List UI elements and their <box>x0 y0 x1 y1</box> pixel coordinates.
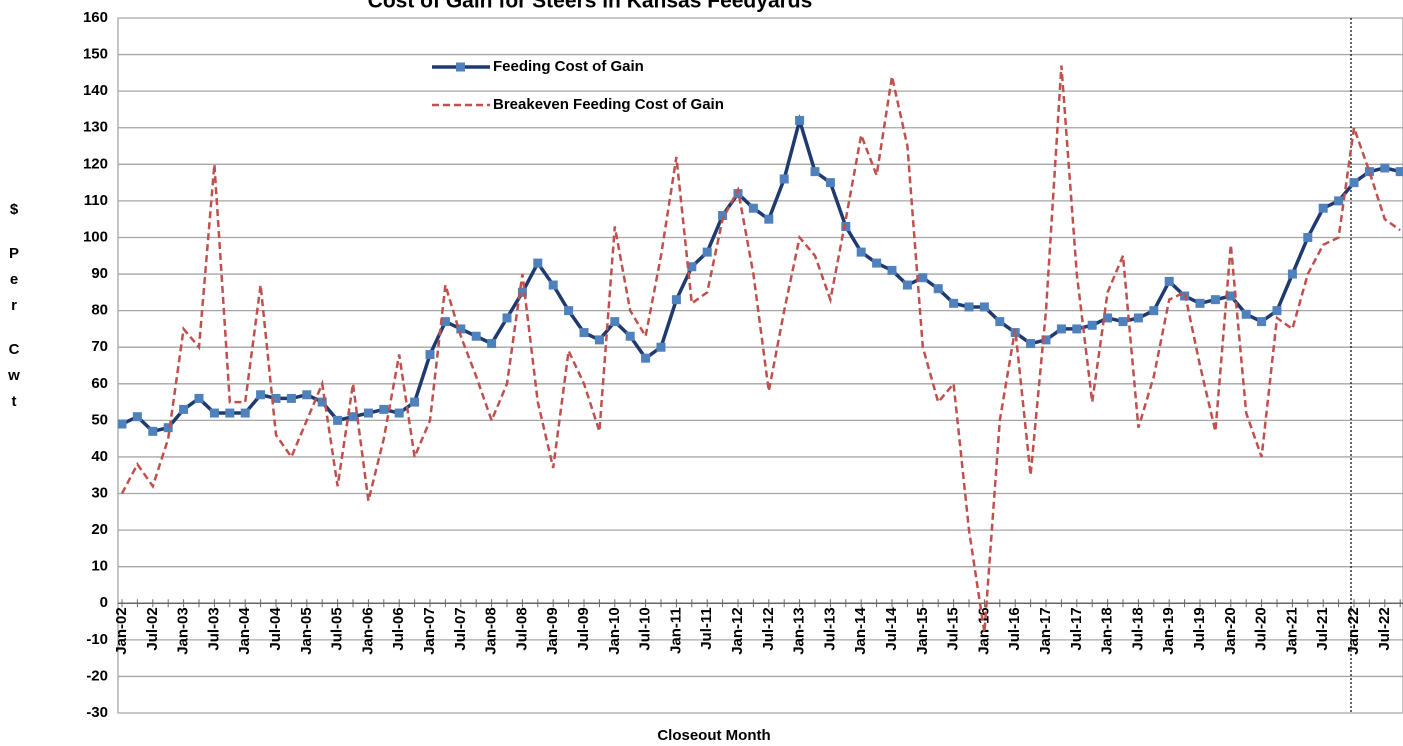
y-tick-label: 0 <box>100 594 108 611</box>
x-tick-label: Jan-22 <box>1345 607 1362 655</box>
chart-title: Cost of Gain for Steers in Kansas Feedya… <box>368 0 813 13</box>
x-tick-label: Jul-07 <box>452 607 469 650</box>
x-tick-label: Jul-18 <box>1129 607 1146 650</box>
x-tick-label: Jan-05 <box>298 607 315 655</box>
y-tick-label: 60 <box>91 375 108 392</box>
x-tick-label: Jan-14 <box>852 607 869 655</box>
x-tick-label: Jul-20 <box>1253 607 1270 650</box>
y-tick-label: 110 <box>84 192 108 209</box>
series-line <box>120 65 1401 633</box>
y-tick-label: -30 <box>86 704 108 721</box>
x-tick-label: Jan-17 <box>1037 607 1054 655</box>
y-tick-label: 140 <box>83 82 108 99</box>
x-axis-label: Closeout Month <box>657 727 770 744</box>
x-tick-label: Jul-14 <box>883 607 900 651</box>
x-tick-label: Jul-06 <box>390 607 407 650</box>
x-tick-label: Jul-05 <box>329 607 346 650</box>
y-tick-label: 40 <box>91 448 108 465</box>
x-tick-label: Jul-17 <box>1068 607 1085 650</box>
x-tick-label: Jan-18 <box>1099 607 1116 655</box>
series-line <box>117 113 1403 436</box>
x-tick-label: Jan-12 <box>729 607 746 655</box>
x-tick-label: Jul-04 <box>267 607 284 651</box>
x-tick-label: Jan-03 <box>175 607 192 655</box>
y-tick-label: 20 <box>91 521 108 538</box>
y-tick-label: 130 <box>83 119 108 136</box>
x-tick-label: Jan-07 <box>421 607 438 655</box>
x-tick-label: Jul-11 <box>698 607 715 650</box>
y-tick-label: 150 <box>83 46 108 63</box>
y-tick-label: 160 <box>83 9 108 26</box>
x-tick-label: Jan-20 <box>1222 607 1239 655</box>
legend-marker <box>456 62 465 72</box>
x-tick-label: Jan-02 <box>113 607 130 655</box>
x-tick-label: Jul-19 <box>1191 607 1208 650</box>
legend-label: Feeding Cost of Gain <box>493 58 644 75</box>
y-tick-label: 70 <box>91 338 108 355</box>
y-tick-label: 120 <box>83 155 108 172</box>
y-tick-label: -10 <box>86 631 108 648</box>
x-tick-label: Jul-21 <box>1314 607 1331 650</box>
x-tick-label: Jul-15 <box>945 607 962 650</box>
x-tick-label: Jan-09 <box>544 607 561 655</box>
x-tick-label: Jan-19 <box>1160 607 1177 655</box>
x-tick-label: Jan-04 <box>236 607 253 655</box>
x-tick-label: Jan-13 <box>791 607 808 655</box>
x-tick-label: Jul-12 <box>760 607 777 650</box>
y-tick-label: 90 <box>91 265 108 282</box>
y-tick-label: 10 <box>91 558 108 575</box>
y-tick-label: 30 <box>91 484 108 501</box>
x-tick-label: Jul-08 <box>513 607 530 650</box>
x-tick-label: Jul-03 <box>205 607 222 650</box>
y-tick-label: 80 <box>91 302 108 319</box>
y-tick-label: 100 <box>83 228 108 245</box>
x-tick-label: Jan-06 <box>359 607 376 655</box>
x-tick-label: Jul-16 <box>1006 607 1023 650</box>
y-tick-label: -20 <box>86 667 108 684</box>
x-tick-label: Jul-02 <box>144 607 161 650</box>
x-tick-label: Jan-21 <box>1283 607 1300 655</box>
y-tick-label: 50 <box>91 411 108 428</box>
x-tick-label: Jul-13 <box>821 607 838 650</box>
x-tick-label: Jan-08 <box>483 607 500 655</box>
legend-label: Breakeven Feeding Cost of Gain <box>493 96 724 113</box>
x-tick-label: Jul-10 <box>637 607 654 650</box>
x-tick-label: Jan-15 <box>914 607 931 655</box>
x-tick-label: Jan-11 <box>667 607 684 654</box>
x-tick-label: Jul-09 <box>575 607 592 650</box>
x-tick-label: Jul-22 <box>1376 607 1393 650</box>
x-tick-label: Jan-10 <box>606 607 623 655</box>
